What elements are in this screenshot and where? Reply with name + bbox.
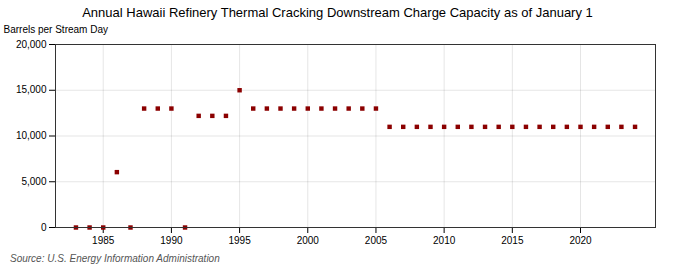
svg-text:2015: 2015 (501, 235, 524, 246)
svg-text:0: 0 (41, 222, 47, 233)
html-text:Annual Hawaii Refinery Thermal: Annual Hawaii Refinery Thermal Cracking … (82, 5, 593, 20)
html-text:Source: U.S. Energy Informatio: Source: U.S. Energy Information Administ… (10, 253, 220, 264)
svg-text:1995: 1995 (228, 235, 251, 246)
svg-text:2010: 2010 (433, 235, 456, 246)
svg-text:1985: 1985 (92, 235, 115, 246)
svg-text:10,000: 10,000 (16, 130, 47, 141)
svg-text:2020: 2020 (569, 235, 592, 246)
svg-text:20,000: 20,000 (16, 39, 47, 50)
svg-text:5,000: 5,000 (21, 176, 46, 187)
svg-text:15,000: 15,000 (16, 84, 47, 95)
svg-text:1990: 1990 (160, 235, 183, 246)
svg-text:2000: 2000 (297, 235, 320, 246)
svg-text:Barrels per Stream Day: Barrels per Stream Day (4, 24, 108, 35)
svg-text:2005: 2005 (365, 235, 388, 246)
